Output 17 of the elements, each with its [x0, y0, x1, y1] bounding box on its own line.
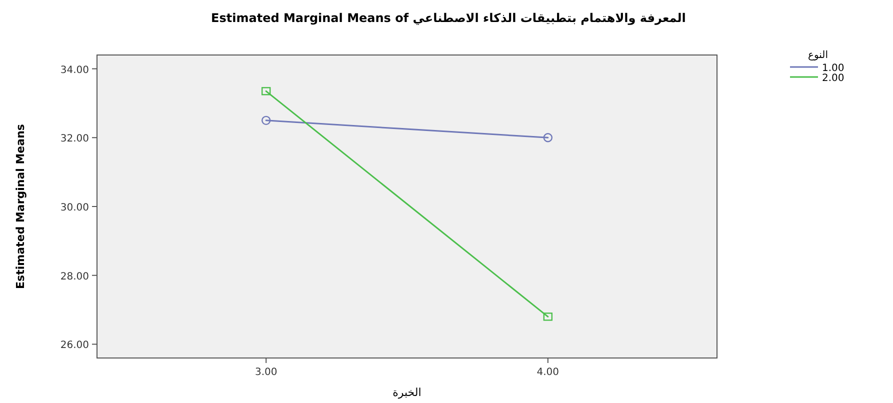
chart-title: Estimated Marginal Means of المعرفة والاهتمام بتطبيقات الذكاء الاصطناعي	[211, 11, 686, 25]
point	[543, 312, 553, 321]
y-tick-label: 32.00	[60, 134, 89, 145]
x-tick-label: 4.00	[536, 367, 560, 378]
y-tick-label: 30.00	[60, 202, 89, 214]
y-tick-label: 28.00	[60, 271, 89, 282]
x-tick-label: 3.00	[254, 367, 278, 378]
legend-label: 1.00	[822, 63, 844, 74]
x-axis-title: الخبرة	[392, 386, 422, 399]
y-axis-title: Estimated Marginal Means	[14, 124, 27, 289]
point	[261, 87, 271, 96]
point	[261, 116, 271, 126]
y-tick-label: 34.00	[60, 64, 89, 76]
point	[543, 133, 553, 142]
legend-label: 2.00	[822, 73, 844, 84]
legend-title: النوع	[808, 50, 828, 61]
y-tick-label: 26.00	[60, 340, 89, 352]
